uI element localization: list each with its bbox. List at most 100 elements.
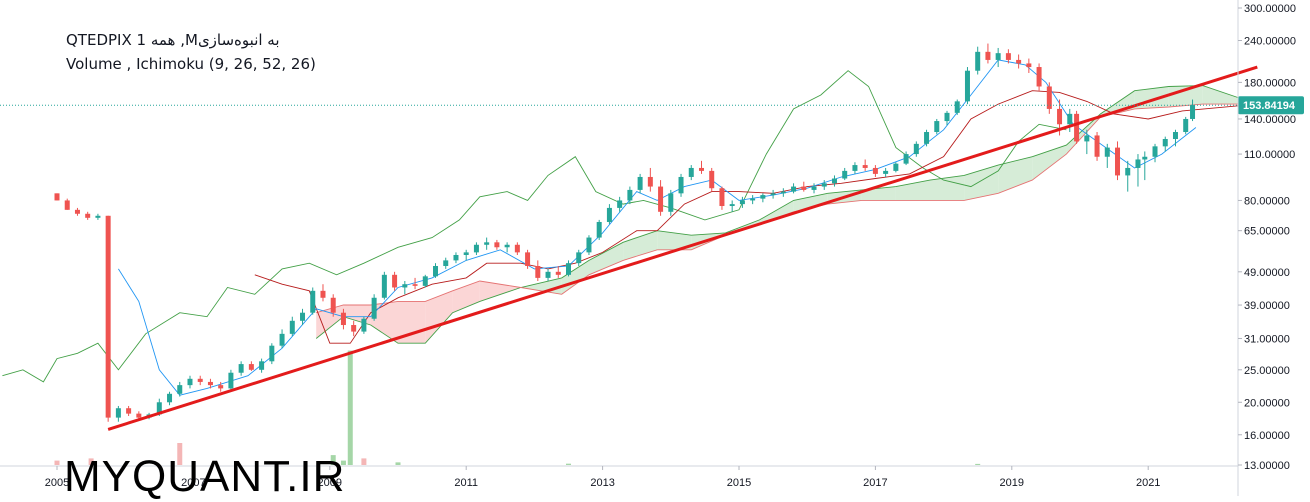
volume-bar: [566, 463, 571, 465]
x-tick-label: 2011: [454, 477, 478, 489]
candle-body: [668, 193, 674, 212]
candle-body: [197, 378, 203, 382]
volume-bar: [177, 443, 183, 465]
cloud-segment: [759, 200, 794, 225]
candle-body: [392, 274, 398, 288]
candle-body: [279, 333, 285, 346]
symbol-title: QTEDPIX 1 همه ,Mبه انبوه‌سازی: [66, 31, 280, 49]
candle-body: [95, 215, 101, 218]
cloud-segment: [1100, 90, 1135, 117]
x-tick-label: 2005: [45, 477, 69, 489]
candle-body: [54, 193, 60, 201]
candle-body: [64, 200, 70, 210]
candle-body: [1152, 146, 1158, 157]
volume-bar: [361, 458, 367, 465]
candle-body: [750, 198, 756, 201]
x-tick-label: 2015: [727, 477, 751, 489]
cloud-segment: [657, 230, 692, 250]
indicator-lines: [2, 59, 1258, 396]
candle-body: [340, 312, 346, 326]
trendline: [107, 65, 1258, 431]
volume-bar: [88, 458, 94, 465]
candle-body: [156, 402, 162, 415]
candle-body: [74, 209, 80, 214]
candle-body: [862, 165, 868, 168]
candle-body: [330, 297, 336, 313]
last-price-line: 153.84194: [0, 96, 1304, 115]
price-axis[interactable]: 300.00000 240.00000 180.00000 140.00000 110.…: [1237, 0, 1296, 496]
lagging-span: [2, 70, 1067, 383]
candle-body: [187, 378, 193, 386]
candle-body: [801, 186, 807, 190]
candle-body: [975, 51, 981, 71]
candle-body: [1084, 135, 1090, 142]
candle-body: [791, 186, 797, 192]
candle-body: [637, 176, 643, 190]
x-tick-label: 2021: [1136, 477, 1160, 489]
y-tick-label: 65.00000: [1244, 226, 1290, 238]
conversion-line: [118, 59, 1197, 396]
candle-body: [913, 143, 919, 155]
candle-body: [167, 393, 173, 403]
cloud-segment: [452, 281, 480, 313]
cloud-segment: [964, 165, 999, 201]
cloud-segment: [1032, 145, 1067, 181]
candle-body: [535, 265, 541, 278]
y-tick-label: 25.00000: [1244, 365, 1290, 377]
candle-body: [1005, 53, 1011, 60]
cloud-segment: [1066, 113, 1101, 155]
candle-body: [698, 167, 704, 171]
candle-body: [269, 345, 275, 362]
candle-body: [555, 271, 561, 275]
candle-body: [351, 325, 357, 332]
candle-body: [821, 183, 827, 187]
y-tick-label: 300.00000: [1244, 3, 1296, 15]
candle-body: [1057, 108, 1063, 125]
candle-body: [1115, 147, 1121, 176]
candle-body: [760, 195, 766, 199]
candle-body: [1190, 105, 1196, 119]
candle-body: [177, 385, 183, 394]
x-tick-label: 2013: [590, 477, 614, 489]
ichimoku-cloud: [316, 85, 1244, 344]
cloud-segment: [370, 301, 398, 344]
candle-body: [136, 413, 142, 418]
volume-bar: [340, 460, 346, 465]
candle-body: [1183, 118, 1189, 133]
candle-body: [709, 170, 715, 189]
candle-body: [381, 274, 387, 298]
candle-body: [1162, 139, 1168, 147]
y-tick-label: 31.00000: [1244, 333, 1290, 345]
candle-body: [1026, 63, 1032, 68]
candle-body: [831, 178, 837, 184]
candle-body: [443, 260, 449, 266]
base-line: [254, 90, 1258, 344]
volume-bar: [54, 460, 60, 465]
cloud-segment: [998, 156, 1033, 194]
y-tick-label: 49.00000: [1244, 267, 1290, 279]
y-tick-label: 16.00000: [1244, 430, 1290, 442]
candle-body: [893, 163, 899, 171]
candle-body: [944, 112, 950, 122]
candle-body: [770, 193, 776, 196]
cloud-segment: [1202, 85, 1244, 105]
candle-body: [207, 381, 213, 386]
y-tick-label: 240.00000: [1244, 35, 1296, 47]
y-tick-label: 140.00000: [1244, 114, 1296, 126]
cloud-segment: [425, 290, 453, 344]
candle-body: [85, 213, 91, 218]
last-price-badge: [1238, 96, 1304, 115]
watermark: MYQUANT.IR: [64, 452, 346, 501]
candle-body: [617, 200, 623, 208]
support-trendline: [107, 65, 1258, 431]
candle-body: [402, 284, 408, 288]
candle-body: [1125, 167, 1131, 176]
candle-body: [852, 165, 858, 171]
cloud-segment: [561, 260, 589, 295]
cloud-segment: [623, 230, 658, 261]
cloud-segment: [589, 242, 624, 275]
time-axis[interactable]: 2005 2007 2009 2011 2013 2015 2017 2019 2021: [0, 465, 1238, 489]
candle-body: [463, 252, 469, 255]
candle-body: [1036, 67, 1042, 87]
